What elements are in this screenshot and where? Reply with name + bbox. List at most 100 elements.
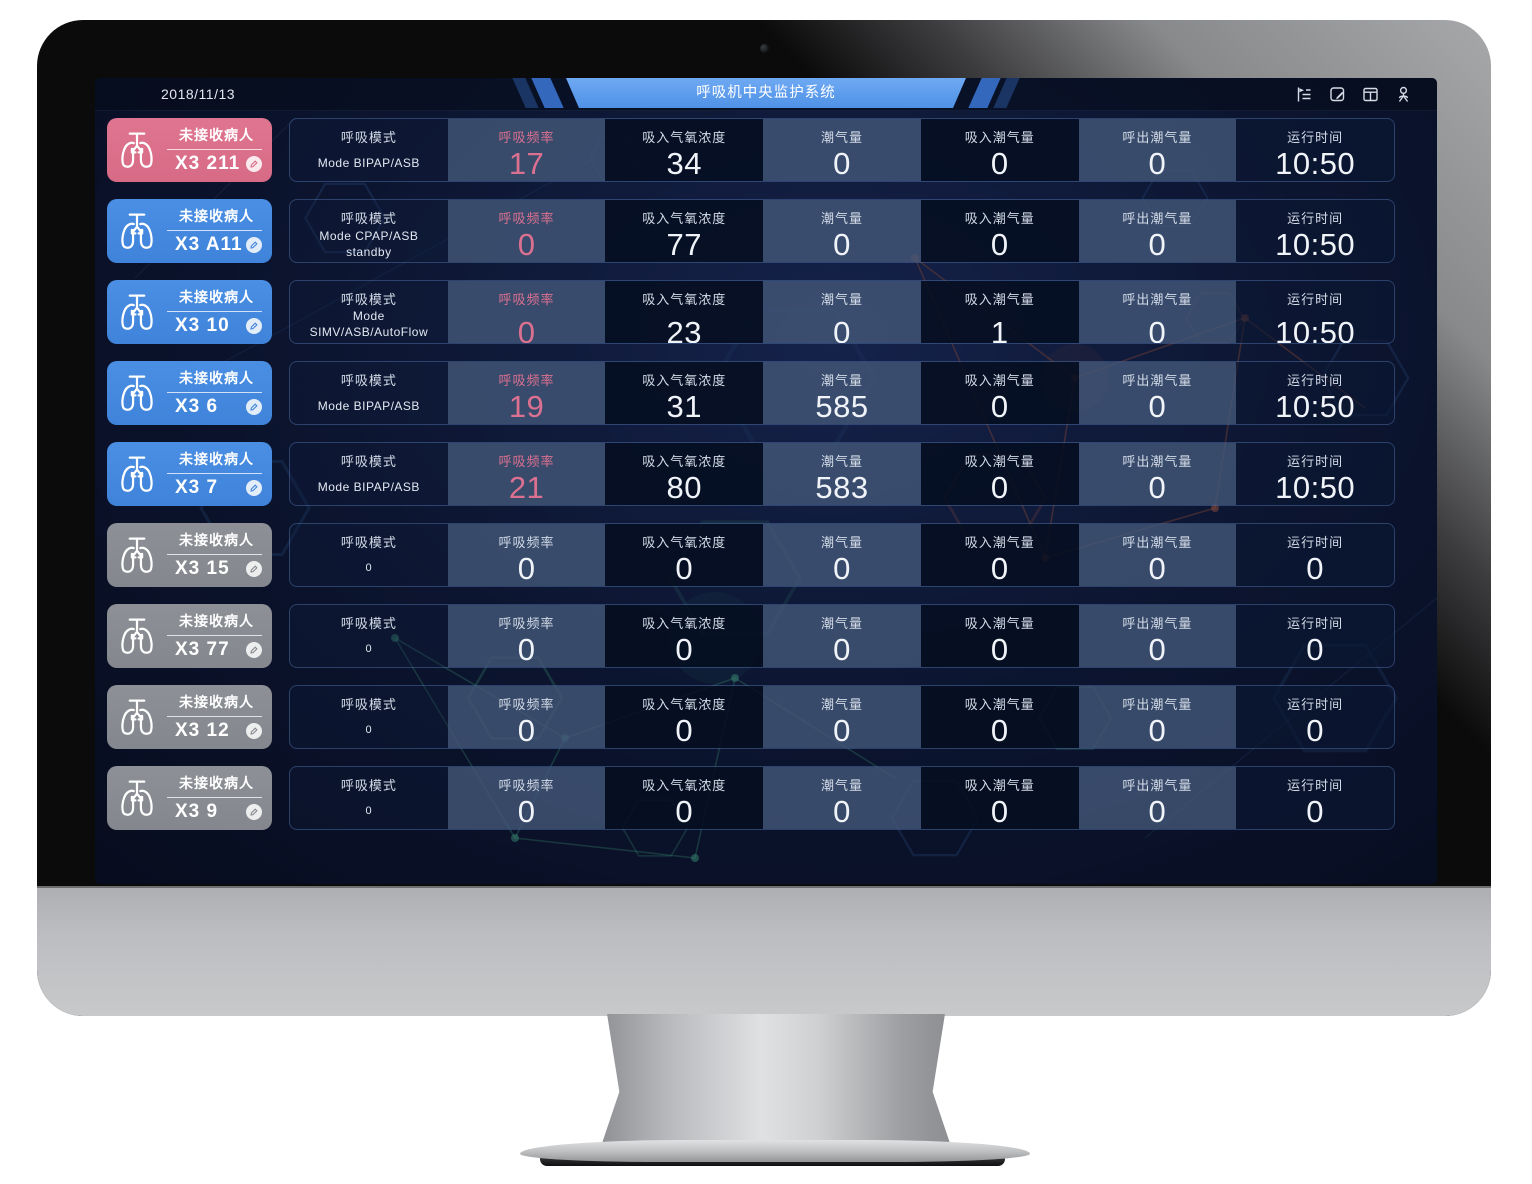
cell-label: 吸入潮气量 xyxy=(964,616,1035,631)
cell-label: 潮气量 xyxy=(820,778,863,793)
cell-respiratory-rate: 呼吸频率 0 xyxy=(447,200,606,262)
cell-value: Mode BIPAP/ASB xyxy=(317,155,420,170)
patient-status: 未接收病人 xyxy=(179,532,254,548)
patient-card[interactable]: 未接收病人 X3 9 xyxy=(107,766,272,830)
cell-tidal-volume: 潮气量 0 xyxy=(763,686,921,748)
tree-menu-icon[interactable] xyxy=(1295,85,1314,104)
card-bottom-row: X3 10 xyxy=(163,315,264,337)
edit-icon[interactable] xyxy=(246,642,262,658)
monitor-row[interactable]: 呼吸模式 Mode BIPAP/ASB 呼吸频率 19 吸入气氧浓度 31 潮气量 58… xyxy=(289,361,1395,425)
monitor-base xyxy=(520,1140,1030,1162)
patient-id: X3 6 xyxy=(175,396,219,417)
patient-card[interactable]: 未接收病人 X3 77 xyxy=(107,604,272,668)
edit-icon[interactable] xyxy=(246,480,262,496)
cell-value: 0 xyxy=(990,227,1009,262)
cell-label: 吸入潮气量 xyxy=(964,778,1035,793)
cell-value: Mode CPAP/ASB standby xyxy=(319,228,419,259)
edit-icon[interactable] xyxy=(246,804,262,820)
layout-icon[interactable] xyxy=(1361,85,1380,104)
cell-exp-tidal-volume: 呼出潮气量 0 xyxy=(1078,605,1237,667)
webcam-icon xyxy=(760,44,769,53)
cell-value: 17 xyxy=(508,146,545,181)
cell-label: 潮气量 xyxy=(820,130,863,145)
monitor-row[interactable]: 呼吸模式 Mode BIPAP/ASB 呼吸频率 21 吸入气氧浓度 80 潮气量 58… xyxy=(289,442,1395,506)
edit-note-icon[interactable] xyxy=(1328,85,1347,104)
cell-insp-tidal-volume: 吸入潮气量 0 xyxy=(920,524,1079,586)
cell-label: 呼吸模式 xyxy=(340,697,397,712)
cell-exp-tidal-volume: 呼出潮气量 0 xyxy=(1078,362,1237,424)
cell-value: 0 xyxy=(990,551,1009,586)
monitor-row[interactable]: 呼吸模式 Mode SIMV/ASB/AutoFlow standby 呼吸频率 0… xyxy=(289,280,1395,344)
cell-respiratory-rate: 呼吸频率 0 xyxy=(447,281,606,344)
patient-id: X3 12 xyxy=(175,720,230,741)
cell-value: 0 xyxy=(990,632,1009,667)
cell-label: 吸入潮气量 xyxy=(964,211,1035,226)
patient-card[interactable]: 未接收病人 X3 A11 xyxy=(107,199,272,263)
cell-fio2: 吸入气氧浓度 77 xyxy=(605,200,764,262)
cell-runtime: 运行时间 0 xyxy=(1236,686,1394,748)
patient-card[interactable]: 未接收病人 X3 7 xyxy=(107,442,272,506)
cell-value: 0 xyxy=(1148,632,1167,667)
patient-status: 未接收病人 xyxy=(179,289,254,305)
lung-icon xyxy=(121,132,153,168)
cell-value: 0 xyxy=(1148,389,1167,424)
patient-id: X3 15 xyxy=(175,558,230,579)
cell-runtime: 运行时间 10:50 xyxy=(1236,362,1394,424)
cell-label: 吸入气氧浓度 xyxy=(642,211,727,226)
monitor-row[interactable]: 呼吸模式 0 呼吸频率 0 吸入气氧浓度 0 潮气量 0 吸入潮气量 0 呼出潮气量 0 运… xyxy=(289,604,1395,668)
cell-value: 585 xyxy=(815,389,869,424)
cell-tidal-volume: 潮气量 0 xyxy=(763,119,921,181)
cell-label: 呼出潮气量 xyxy=(1122,778,1193,793)
monitor-row[interactable]: 呼吸模式 Mode BIPAP/ASB 呼吸频率 17 吸入气氧浓度 34 潮气量 0 … xyxy=(289,118,1395,182)
patient-card-info: 未接收病人 X3 7 xyxy=(163,449,264,499)
edit-icon[interactable] xyxy=(246,318,262,334)
cell-label: 吸入气氧浓度 xyxy=(642,373,727,388)
monitor-row[interactable]: 呼吸模式 0 呼吸频率 0 吸入气氧浓度 0 潮气量 0 吸入潮气量 0 呼出潮气量 0 运… xyxy=(289,685,1395,749)
cell-label: 呼吸频率 xyxy=(498,697,555,712)
cell-label: 潮气量 xyxy=(820,454,863,469)
cell-mode: 呼吸模式 Mode BIPAP/ASB xyxy=(290,443,448,505)
cell-label: 吸入气氧浓度 xyxy=(642,454,727,469)
cell-value: 77 xyxy=(666,227,703,262)
cell-label: 呼吸频率 xyxy=(498,211,555,226)
edit-icon[interactable] xyxy=(246,399,262,415)
cell-label: 潮气量 xyxy=(820,373,863,388)
cell-label: 运行时间 xyxy=(1287,130,1344,145)
card-bottom-row: X3 6 xyxy=(163,396,264,418)
patient-card[interactable]: 未接收病人 X3 12 xyxy=(107,685,272,749)
edit-icon[interactable] xyxy=(246,237,262,253)
monitor-row[interactable]: 呼吸模式 Mode CPAP/ASB standby 呼吸频率 0 吸入气氧浓度 77… xyxy=(289,199,1395,263)
cell-exp-tidal-volume: 呼出潮气量 0 xyxy=(1078,686,1237,748)
cell-label: 呼吸模式 xyxy=(340,211,397,226)
patient-card[interactable]: 未接收病人 X3 15 xyxy=(107,523,272,587)
patient-card[interactable]: 未接收病人 X3 6 xyxy=(107,361,272,425)
cell-exp-tidal-volume: 呼出潮气量 0 xyxy=(1078,119,1237,181)
cell-label: 呼吸模式 xyxy=(340,535,397,550)
edit-icon[interactable] xyxy=(246,156,262,172)
cell-value: 0 xyxy=(833,632,851,667)
cell-value: 0 xyxy=(517,551,536,586)
edit-icon[interactable] xyxy=(246,561,262,577)
cell-value: 0 xyxy=(517,794,536,829)
cell-runtime: 运行时间 10:50 xyxy=(1236,281,1394,343)
monitor-row[interactable]: 呼吸模式 0 呼吸频率 0 吸入气氧浓度 0 潮气量 0 吸入潮气量 0 呼出潮气量 0 运… xyxy=(289,766,1395,830)
cell-tidal-volume: 潮气量 585 xyxy=(763,362,921,424)
cell-label: 吸入气氧浓度 xyxy=(642,292,727,307)
cell-label: 潮气量 xyxy=(820,211,863,226)
patient-card[interactable]: 未接收病人 X3 10 xyxy=(107,280,272,344)
cell-value: 1 xyxy=(990,315,1009,344)
cell-label: 呼吸模式 xyxy=(340,454,397,469)
user-icon[interactable] xyxy=(1394,85,1413,104)
cell-label: 呼吸频率 xyxy=(498,778,555,793)
app-screen: 2018/11/13 呼吸机中央监护系统 xyxy=(95,78,1437,884)
cell-runtime: 运行时间 10:50 xyxy=(1236,443,1394,505)
edit-icon[interactable] xyxy=(246,723,262,739)
patient-card[interactable]: 未接收病人 X3 211 xyxy=(107,118,272,182)
cell-value: 0 xyxy=(990,794,1009,829)
cell-value: 0 xyxy=(517,315,536,344)
lung-icon xyxy=(121,618,153,654)
title-left-decoration xyxy=(512,78,564,108)
monitor-row[interactable]: 呼吸模式 0 呼吸频率 0 吸入气氧浓度 0 潮气量 0 吸入潮气量 0 呼出潮气量 0 运… xyxy=(289,523,1395,587)
cell-runtime: 运行时间 10:50 xyxy=(1236,200,1394,262)
cell-tidal-volume: 潮气量 0 xyxy=(763,200,921,262)
